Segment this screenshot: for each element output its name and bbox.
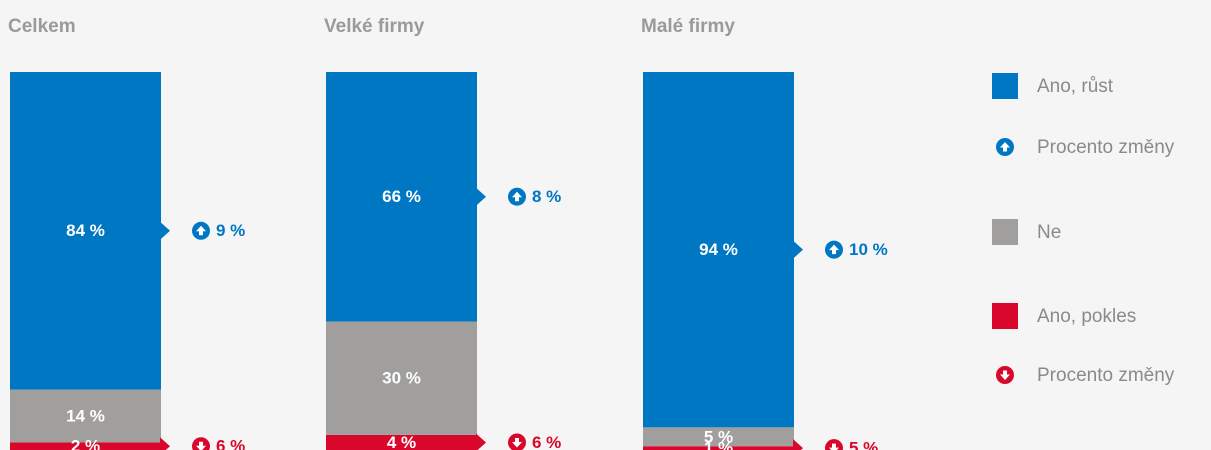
value-label: 94 % — [699, 240, 738, 259]
change-pointer — [476, 433, 486, 450]
value-label: 4 % — [387, 433, 416, 450]
bar-segment — [326, 72, 477, 322]
change-icon-arrow — [512, 437, 522, 448]
bar-segment — [326, 321, 477, 435]
legend-icon-arrow — [1000, 370, 1010, 380]
bar-segment — [10, 389, 161, 443]
change-label: 10 % — [849, 240, 888, 259]
legend-swatch — [992, 219, 1018, 245]
legend-label: Ano, pokles — [1037, 306, 1136, 327]
bar-segment — [643, 446, 794, 450]
change-label: 8 % — [532, 187, 561, 206]
change-label: 6 % — [532, 433, 561, 450]
panel-title: Malé firmy — [641, 16, 735, 37]
change-icon-arrow — [196, 441, 206, 450]
value-label: 84 % — [66, 221, 105, 240]
value-label: 2 % — [71, 437, 100, 450]
bar-segment — [326, 434, 477, 450]
change-icon-arrow — [196, 225, 206, 236]
change-pointer — [160, 437, 170, 450]
change-icon-arrow — [512, 191, 522, 202]
value-label: 30 % — [382, 369, 421, 388]
legend-swatch — [992, 73, 1018, 99]
change-label: 9 % — [216, 221, 245, 240]
change-icon-arrow — [829, 443, 839, 450]
value-label: 1 % — [704, 439, 733, 450]
value-label: 5 % — [704, 427, 733, 446]
panel-title: Velké firmy — [324, 16, 425, 37]
value-label: 14 % — [66, 406, 105, 425]
value-label: 66 % — [382, 187, 421, 206]
bar-segment — [10, 72, 161, 390]
legend-icon-arrow — [1000, 142, 1010, 152]
change-pointer — [793, 240, 803, 259]
panel-title: Celkem — [8, 16, 76, 37]
bar-segment — [643, 427, 794, 447]
legend-swatch — [992, 303, 1018, 329]
change-label: 6 % — [216, 437, 245, 450]
legend-label: Ne — [1037, 222, 1061, 243]
legend-label: Procento změny — [1037, 137, 1175, 158]
change-pointer — [476, 187, 486, 206]
legend-label: Ano, růst — [1037, 76, 1114, 97]
change-icon-arrow — [829, 244, 839, 255]
change-pointer — [160, 221, 170, 240]
legend-label: Procento změny — [1037, 365, 1175, 386]
bar-segment — [10, 442, 161, 450]
change-pointer — [793, 439, 803, 450]
change-label: 5 % — [849, 439, 878, 450]
bar-segment — [643, 72, 794, 428]
